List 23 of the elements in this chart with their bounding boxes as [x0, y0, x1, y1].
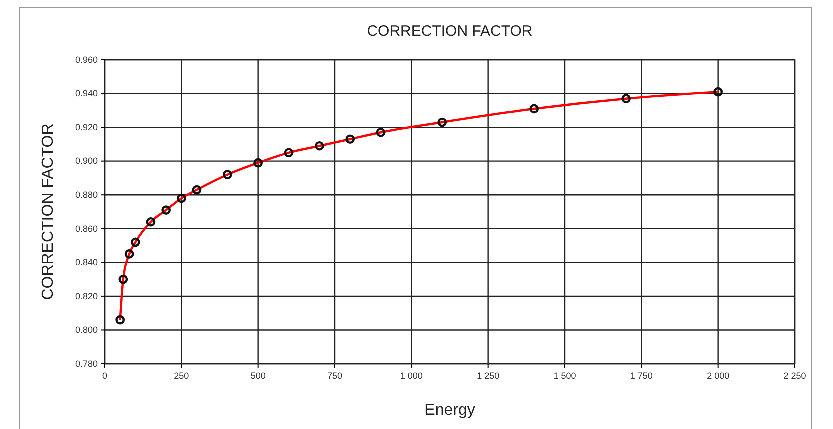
x-tick-label: 2 250	[784, 371, 806, 382]
y-tick-label: 0.840	[75, 258, 98, 268]
x-axis-title: Energy	[424, 402, 476, 419]
x-tick-label: 1 750	[630, 371, 653, 382]
x-tick-label: 2 000	[707, 371, 730, 382]
y-tick-label: 0.820	[75, 291, 98, 302]
x-tick-label: 1 500	[554, 371, 576, 382]
y-tick-label: 0.940	[75, 88, 98, 99]
chart-title: CORRECTION FACTOR	[367, 23, 533, 40]
x-tick-label: 250	[174, 371, 190, 382]
x-tick-label: 500	[250, 371, 266, 382]
x-tick-label: 750	[327, 371, 343, 382]
x-tick-label: 1 250	[477, 371, 500, 382]
y-axis-title: CORRECTION FACTOR	[40, 124, 57, 300]
y-tick-label: 0.780	[75, 358, 98, 369]
y-tick-label: 0.800	[75, 325, 98, 336]
y-tick-label: 0.960	[75, 54, 98, 65]
y-tick-label: 0.860	[75, 224, 98, 234]
y-tick-label: 0.900	[75, 156, 98, 166]
y-tick-label: 0.880	[75, 190, 98, 200]
y-tick-label: 0.920	[75, 122, 98, 132]
x-tick-label: 1 000	[400, 371, 423, 382]
x-tick-label: 0	[102, 371, 108, 382]
